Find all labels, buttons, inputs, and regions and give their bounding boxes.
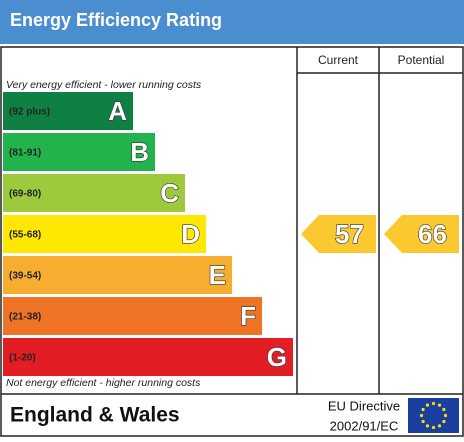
current-value: 57 xyxy=(335,219,364,249)
band-bar xyxy=(3,92,133,130)
flag-star xyxy=(442,419,446,424)
top-note: Very energy efficient - lower running co… xyxy=(6,79,202,91)
flag-star xyxy=(419,413,424,418)
band-range: (69-80) xyxy=(9,189,41,200)
flag-star xyxy=(421,419,425,424)
band-bar xyxy=(3,174,185,212)
frame xyxy=(0,46,464,437)
band-letter: G xyxy=(267,342,287,372)
bottom-note: Not energy efficient - higher running co… xyxy=(6,377,201,389)
flag-star xyxy=(437,403,442,407)
band-range: (55-68) xyxy=(9,230,41,241)
flag-star xyxy=(431,425,436,430)
band-range: (21-38) xyxy=(9,312,41,323)
band-bar xyxy=(3,297,262,335)
footer-directive: 2002/91/EC xyxy=(330,418,399,433)
flag-star xyxy=(443,413,448,418)
flag-star xyxy=(425,403,430,407)
band-letter: C xyxy=(160,178,179,208)
flag-star xyxy=(425,424,430,428)
current-heading: Current xyxy=(318,53,359,67)
band-range: (92 plus) xyxy=(9,107,50,118)
flag-star xyxy=(431,401,436,406)
flag-star xyxy=(437,424,442,428)
eu-flag xyxy=(408,398,459,433)
band-range: (1-20) xyxy=(9,353,36,364)
band-range: (39-54) xyxy=(9,271,41,282)
potential-arrow xyxy=(384,215,459,253)
band-bar xyxy=(3,133,155,171)
footer-directive: EU Directive xyxy=(328,398,400,413)
band-range: (81-91) xyxy=(9,148,41,159)
band-letter: F xyxy=(240,301,256,331)
header-bar xyxy=(0,0,464,44)
band-letter: B xyxy=(130,137,149,167)
potential-heading: Potential xyxy=(398,53,445,67)
flag-star xyxy=(421,407,425,412)
current-arrow xyxy=(301,215,376,253)
band-letter: A xyxy=(108,96,127,126)
band-letter: D xyxy=(181,219,200,249)
band-letter: E xyxy=(209,260,226,290)
band-bar xyxy=(3,215,206,253)
footer-region: England & Wales xyxy=(10,404,180,427)
header-title: Energy Efficiency Rating xyxy=(10,10,222,30)
potential-value: 66 xyxy=(418,219,447,249)
band-bar xyxy=(3,256,232,294)
flag-star xyxy=(442,407,446,412)
band-bar xyxy=(3,338,293,376)
